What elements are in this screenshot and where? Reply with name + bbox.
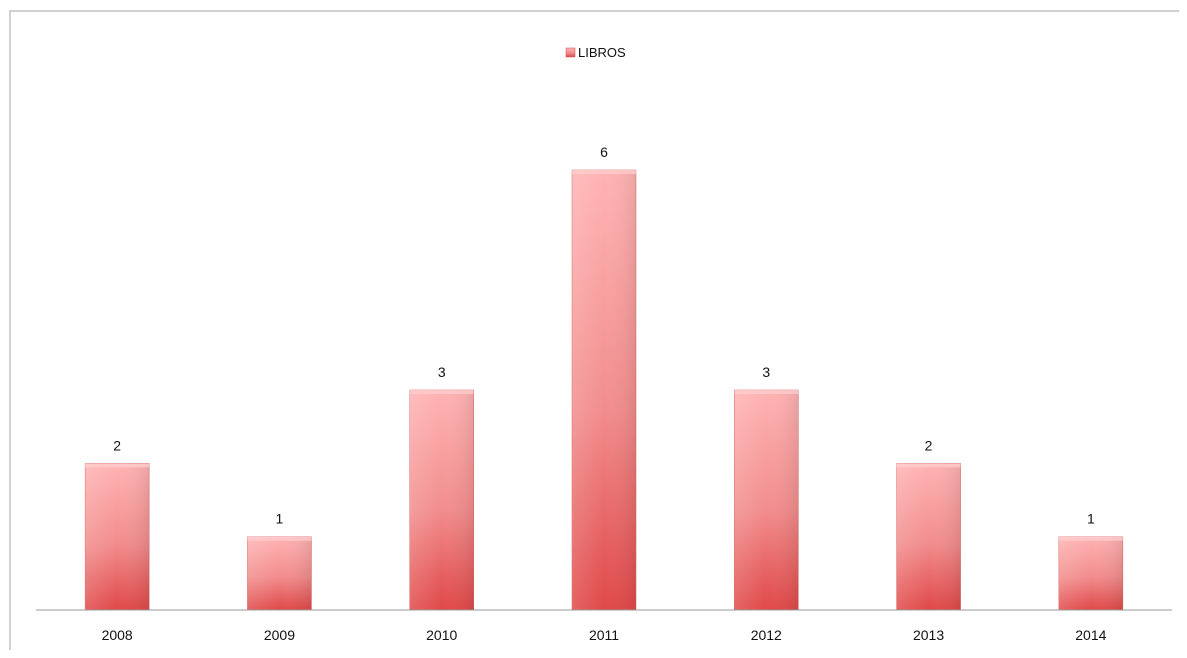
data-label-2008: 2 — [113, 437, 121, 453]
legend: LIBROS — [565, 45, 626, 60]
data-label-2009: 1 — [276, 511, 284, 527]
data-label-2011: 6 — [600, 144, 608, 160]
bar-cap-2011 — [572, 170, 636, 174]
chart-frame — [9, 10, 1179, 650]
bar-cap-2010 — [409, 390, 474, 394]
x-tick-labels-group: 2008 2009 2010 2011 2012 2013 2014 — [102, 627, 1107, 643]
bar-shine-2008 — [85, 463, 150, 610]
bar-shine-2009 — [247, 536, 312, 610]
data-label-2012: 3 — [762, 364, 770, 380]
x-tick-label-2012: 2012 — [751, 627, 782, 643]
data-label-2013: 2 — [925, 437, 933, 453]
bar-shine-2014 — [1058, 536, 1123, 610]
x-tick-label-2008: 2008 — [102, 627, 133, 643]
x-tick-label-2009: 2009 — [264, 627, 295, 643]
bar-shine-2010 — [409, 390, 474, 610]
data-label-2014: 1 — [1087, 511, 1095, 527]
x-tick-label-2013: 2013 — [913, 627, 944, 643]
bars-group — [84, 169, 1124, 611]
legend-swatch-libros — [565, 47, 576, 58]
bar-cap-2008 — [85, 463, 150, 468]
bar-shine-2012 — [734, 390, 799, 610]
bar-cap-2013 — [896, 463, 961, 468]
data-labels-group: 2 1 3 6 3 2 1 — [113, 144, 1095, 527]
bar-shine-2011 — [572, 170, 636, 610]
legend-label-libros: LIBROS — [578, 45, 626, 60]
bar-shine-2013 — [896, 463, 961, 610]
bar-cap-2012 — [734, 390, 799, 394]
x-tick-label-2010: 2010 — [426, 627, 457, 643]
bar-cap-2014 — [1058, 536, 1123, 541]
bar-cap-2009 — [247, 536, 312, 541]
x-tick-label-2014: 2014 — [1075, 627, 1106, 643]
data-label-2010: 3 — [438, 364, 446, 380]
x-tick-label-2011: 2011 — [589, 627, 619, 643]
